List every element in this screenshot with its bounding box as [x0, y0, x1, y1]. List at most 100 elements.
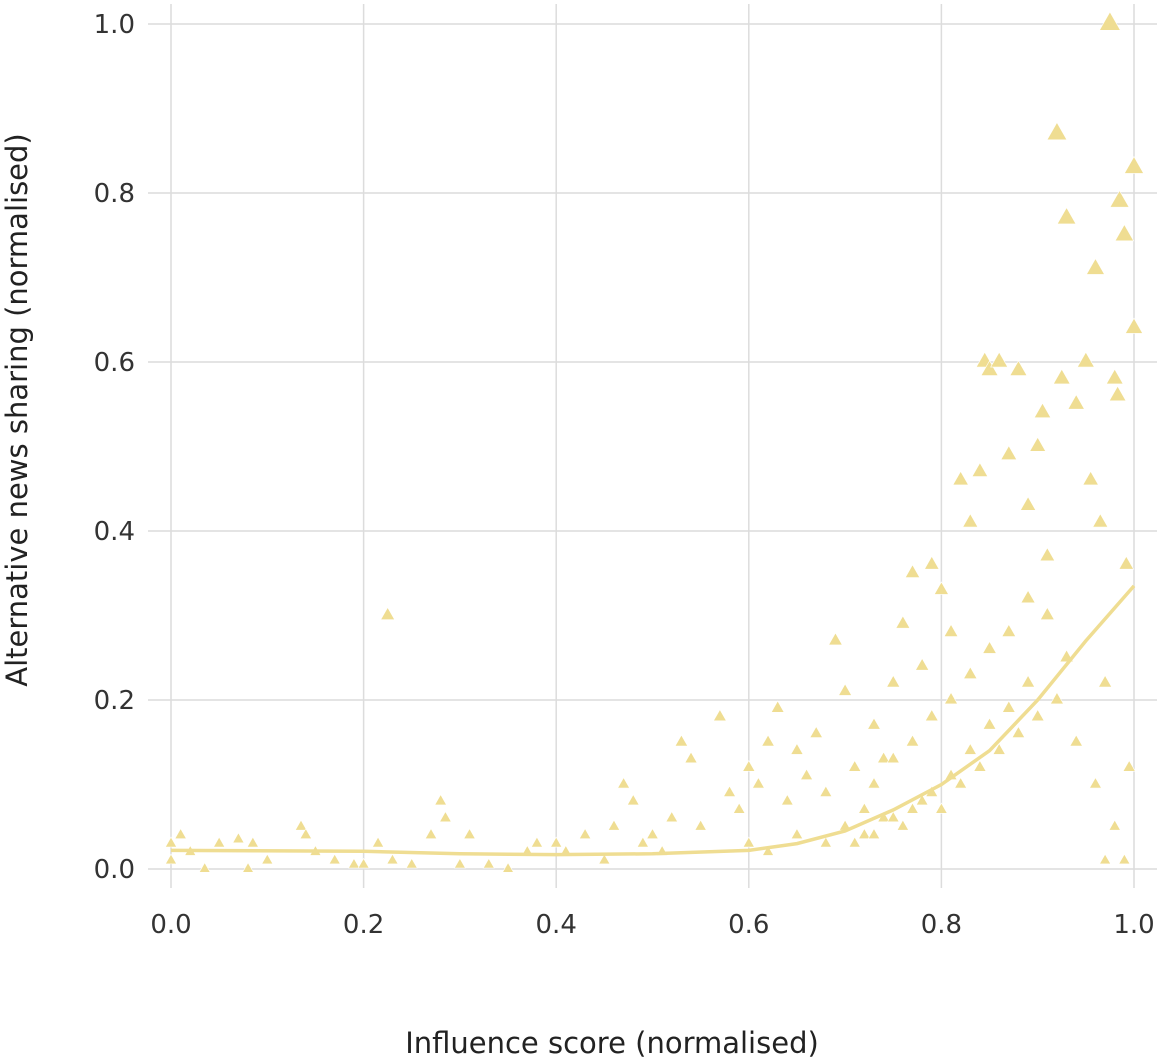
data-point: [299, 828, 313, 839]
data-point: [963, 666, 978, 679]
data-point: [1122, 759, 1136, 772]
data-point: [935, 802, 948, 814]
data-point: [405, 857, 418, 869]
data-point: [944, 691, 959, 705]
data-point: [1011, 725, 1026, 738]
data-point: [434, 794, 448, 806]
data-point: [933, 581, 950, 595]
data-point: [1029, 436, 1047, 452]
data-point: [380, 606, 396, 621]
data-point: [819, 836, 833, 848]
data-point: [1118, 555, 1135, 570]
y-tick-label: 1.0: [94, 10, 135, 40]
data-point: [1001, 623, 1017, 637]
data-point: [1000, 445, 1018, 461]
data-point: [371, 836, 385, 848]
data-point: [828, 632, 843, 646]
data-point: [1076, 351, 1095, 368]
trend-line: [170, 584, 1136, 857]
data-point: [886, 811, 900, 823]
data-point: [294, 819, 308, 831]
data-point: [742, 836, 755, 848]
data-point: [780, 794, 794, 806]
data-point: [1009, 360, 1028, 376]
data-point: [550, 836, 563, 848]
data-point: [164, 853, 178, 865]
data-point: [992, 742, 1006, 755]
data-point: [164, 836, 178, 848]
data-point: [971, 462, 989, 477]
data-point: [790, 742, 804, 755]
data-point: [954, 776, 968, 789]
data-point: [174, 828, 187, 839]
data-point: [1092, 513, 1109, 528]
data-point: [943, 623, 959, 637]
data-point: [857, 802, 871, 814]
data-point: [1019, 496, 1037, 511]
data-point: [424, 828, 438, 839]
data-point: [607, 819, 621, 831]
grid-lines: [148, 4, 1157, 888]
data-point: [1049, 691, 1064, 705]
data-point: [1088, 776, 1102, 789]
data-point: [439, 811, 452, 823]
data-point: [886, 751, 900, 764]
y-axis-title: Alternative news sharing (normalised): [0, 133, 34, 687]
data-point: [848, 836, 861, 848]
data-point: [858, 828, 871, 839]
data-point: [386, 853, 399, 865]
data-point: [924, 708, 939, 722]
data-point: [923, 555, 940, 570]
data-point: [1046, 121, 1068, 141]
data-point: [962, 513, 979, 528]
data-point: [751, 776, 765, 789]
data-point: [357, 857, 370, 869]
data-point: [626, 794, 640, 806]
data-point: [980, 360, 999, 376]
data-point: [684, 751, 698, 764]
data-point: [973, 759, 987, 772]
x-tick-label: 1.0: [1113, 910, 1154, 940]
data-point: [732, 802, 746, 814]
data-point: [502, 862, 515, 873]
x-axis-title: Influence score (normalised): [405, 1026, 819, 1060]
data-point: [761, 845, 775, 856]
data-point: [952, 470, 969, 486]
data-point: [1124, 317, 1144, 334]
y-tick-label: 0.4: [94, 517, 135, 547]
data-point: [886, 674, 901, 688]
data-point: [915, 794, 929, 806]
data-point: [674, 734, 689, 747]
data-point: [982, 640, 997, 654]
data-point: [1033, 402, 1052, 418]
data-point: [1108, 819, 1122, 831]
data-points: [164, 11, 1145, 873]
data-point: [232, 832, 245, 844]
data-point: [809, 725, 824, 738]
data-point: [848, 759, 862, 772]
data-point: [1108, 385, 1127, 402]
y-tick-label: 0.8: [94, 179, 135, 209]
data-point: [1020, 674, 1036, 688]
data-point: [770, 700, 785, 713]
data-point: [530, 836, 544, 848]
data-point: [1099, 853, 1112, 865]
y-tick-label: 0.2: [94, 686, 135, 716]
data-point: [328, 853, 341, 865]
data-point: [867, 717, 881, 730]
data-point: [1052, 368, 1071, 385]
data-point: [1118, 853, 1131, 865]
data-point: [1114, 224, 1135, 242]
y-tick-label: 0.6: [94, 348, 135, 378]
data-point: [1056, 206, 1077, 225]
x-tick-label: 0.2: [343, 910, 384, 940]
data-point: [905, 734, 920, 747]
data-point: [742, 759, 756, 772]
data-point: [1123, 155, 1145, 174]
data-point: [1097, 674, 1113, 688]
data-point: [790, 828, 804, 839]
data-point: [896, 819, 910, 831]
data-point: [1020, 589, 1036, 604]
data-point: [598, 853, 611, 865]
